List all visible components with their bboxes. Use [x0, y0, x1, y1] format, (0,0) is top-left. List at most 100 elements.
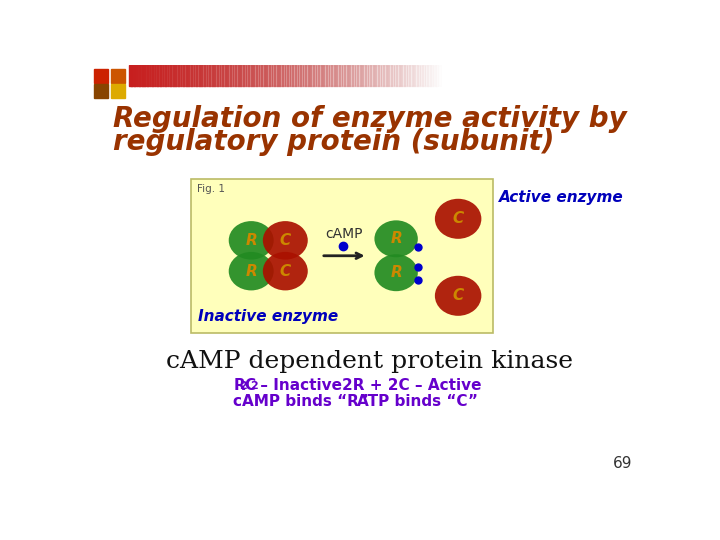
Bar	[632, 65, 636, 86]
Text: Regulation of enzyme activity by: Regulation of enzyme activity by	[113, 105, 627, 133]
Bar	[295, 65, 298, 86]
Bar	[446, 65, 449, 86]
Bar	[230, 65, 233, 86]
Bar	[347, 65, 350, 86]
Bar	[360, 65, 363, 86]
Text: C: C	[452, 211, 464, 226]
Bar	[570, 65, 574, 86]
Bar	[630, 65, 633, 86]
Bar	[349, 65, 353, 86]
Bar	[310, 65, 314, 86]
Bar	[381, 65, 384, 86]
Bar	[368, 65, 371, 86]
Text: cAMP: cAMP	[325, 227, 363, 241]
Bar	[435, 65, 438, 86]
Bar	[326, 65, 330, 86]
Bar	[414, 65, 418, 86]
Bar	[467, 65, 469, 86]
Bar	[129, 65, 132, 86]
Bar	[134, 65, 138, 86]
Ellipse shape	[374, 254, 418, 291]
Bar	[625, 65, 628, 86]
Bar	[365, 65, 369, 86]
Bar	[591, 65, 594, 86]
Bar	[168, 65, 171, 86]
Bar	[321, 65, 324, 86]
Bar	[302, 65, 306, 86]
Bar	[552, 65, 555, 86]
Bar	[111, 84, 125, 98]
Bar	[217, 65, 220, 86]
Bar	[627, 65, 631, 86]
Bar	[480, 65, 482, 86]
Bar	[559, 65, 563, 86]
Bar	[396, 65, 400, 86]
Bar	[583, 65, 587, 86]
Bar	[485, 65, 488, 86]
Bar	[572, 65, 576, 86]
Bar	[300, 65, 303, 86]
Bar	[289, 65, 293, 86]
Bar	[645, 65, 649, 86]
Bar	[199, 65, 202, 86]
Bar	[375, 65, 379, 86]
Bar	[456, 65, 459, 86]
Bar	[165, 65, 168, 86]
Bar	[253, 65, 257, 86]
Bar	[171, 65, 174, 86]
Bar	[443, 65, 446, 86]
Bar	[404, 65, 408, 86]
Text: 2: 2	[251, 381, 258, 391]
Bar	[274, 65, 277, 86]
Bar	[451, 65, 454, 86]
Bar	[420, 65, 423, 86]
Ellipse shape	[229, 252, 274, 291]
Bar	[640, 65, 644, 86]
Bar	[454, 65, 456, 86]
Ellipse shape	[374, 220, 418, 257]
Bar	[225, 65, 228, 86]
Bar	[596, 65, 600, 86]
Bar	[176, 65, 179, 86]
Bar	[516, 65, 519, 86]
Bar	[357, 65, 361, 86]
Bar	[284, 65, 288, 86]
Bar	[233, 65, 236, 86]
Bar	[557, 65, 560, 86]
Bar	[276, 65, 280, 86]
Bar	[606, 65, 610, 86]
Bar	[609, 65, 613, 86]
Bar	[541, 65, 545, 86]
Bar	[617, 65, 620, 86]
Bar	[240, 65, 244, 86]
Bar	[388, 65, 392, 86]
Bar	[433, 65, 436, 86]
Bar	[612, 65, 615, 86]
Bar	[342, 65, 345, 86]
Bar	[373, 65, 376, 86]
Bar	[297, 65, 301, 86]
Bar	[601, 65, 605, 86]
Ellipse shape	[435, 199, 482, 239]
Text: regulatory protein (subunit): regulatory protein (subunit)	[113, 128, 554, 156]
Bar	[575, 65, 579, 86]
Bar	[243, 65, 246, 86]
Bar	[248, 65, 251, 86]
Text: Inactive enzyme: Inactive enzyme	[199, 308, 338, 323]
Text: Active enzyme: Active enzyme	[499, 190, 624, 205]
Text: R: R	[246, 233, 257, 248]
Bar	[207, 65, 210, 86]
Bar	[585, 65, 589, 86]
Bar	[186, 65, 189, 86]
Bar	[593, 65, 597, 86]
Bar	[459, 65, 462, 86]
Bar	[308, 65, 311, 86]
Bar	[422, 65, 426, 86]
Bar	[344, 65, 348, 86]
Bar	[549, 65, 553, 86]
Bar	[331, 65, 335, 86]
Ellipse shape	[263, 221, 307, 260]
Bar	[619, 65, 623, 86]
Bar	[287, 65, 290, 86]
Bar	[604, 65, 607, 86]
